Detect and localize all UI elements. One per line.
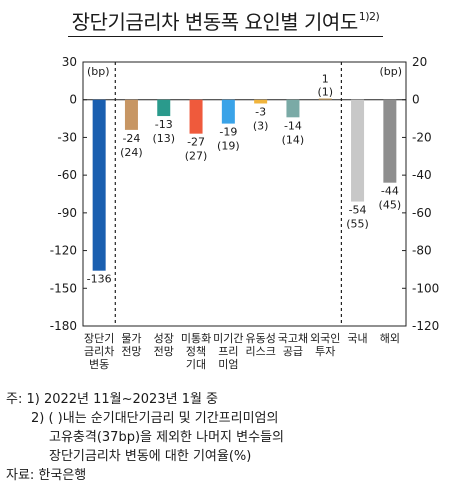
right-tick-label: -120 [412, 319, 439, 333]
category-label: 미기간 [213, 332, 243, 345]
bar-value-label: -27 [187, 136, 205, 149]
bar-chart: 30 0 -30 -60 -90 -120 -150 -180 20 0 -20 -40 -60 -80 -… [50, 55, 439, 371]
bar [383, 99, 397, 183]
bar-value-label: -24 [122, 132, 140, 145]
left-tick-label: -60 [57, 168, 77, 182]
category-label: 미엄 [218, 358, 238, 371]
chart-title-footnote: 1)2) [358, 10, 380, 23]
category-label: 변동 [89, 358, 109, 371]
chart-title: 장단기금리차 변동폭 요인별 기여도1)2) [67, 4, 384, 37]
right-tick-label: -100 [412, 281, 439, 295]
plot-frame [82, 61, 407, 327]
bar-value-label: -14 [284, 119, 302, 132]
bar-share-label: (55) [346, 218, 369, 231]
bar [286, 99, 300, 118]
bar-share-label: (24) [120, 146, 143, 159]
category-label: 유동성 [245, 332, 275, 345]
bar-share-label: (1) [317, 85, 333, 98]
bar-value-label: -3 [255, 105, 266, 118]
bar-share-label: (45) [379, 199, 402, 212]
bar-value-label: -13 [155, 118, 173, 131]
bar-value-label: 1 [322, 72, 329, 85]
category-label: 투자 [315, 345, 335, 358]
category-label: 기대 [186, 358, 206, 371]
right-tick-label: -20 [412, 130, 432, 144]
bar [351, 99, 365, 202]
category-label: 미통화 [181, 332, 211, 345]
bar [92, 99, 106, 271]
category-label: 전망 [121, 345, 141, 358]
left-tick-label: -180 [50, 319, 77, 333]
category-label: 리스크 [245, 345, 275, 358]
category-label: 전망 [154, 345, 174, 358]
note-2a: 2) ( )내는 순기대단기금리 및 기간프리미엄의 [31, 411, 279, 426]
left-tick-label: -150 [50, 281, 77, 295]
bar [189, 99, 203, 134]
bar-share-label: (19) [217, 140, 240, 153]
left-tick-label: -30 [57, 130, 77, 144]
right-tick-label: -80 [412, 244, 432, 258]
bar [157, 99, 171, 117]
source-note: 자료: 한국은행 [6, 468, 87, 483]
left-axis-unit: (bp) [87, 65, 110, 78]
bar [124, 99, 138, 130]
bar-value-label: -54 [349, 204, 367, 217]
bar-share-label: (3) [253, 119, 269, 132]
category-label: 해외 [380, 331, 400, 345]
note-2c: 장단기금리차 변동에 대한 기여율(%) [49, 449, 252, 464]
category-label: 국내 [347, 332, 367, 345]
bar [254, 99, 268, 104]
category-label: 국고채 [278, 332, 308, 345]
category-label: 물가 [121, 332, 141, 345]
left-tick-label: -120 [50, 244, 77, 258]
category-label: 장단기 [84, 332, 114, 345]
bar [318, 98, 332, 100]
category-label: 외국인 [310, 332, 340, 345]
category-label: 성장 [154, 332, 174, 345]
right-tick-label: -40 [412, 168, 432, 182]
title-container: 장단기금리차 변동폭 요인별 기여도1)2) [0, 4, 451, 37]
bar-share-label: (27) [185, 150, 208, 163]
left-tick-label: 30 [62, 55, 77, 69]
right-tick-label: 20 [412, 55, 427, 69]
bar-value-label: -136 [87, 273, 112, 286]
left-tick-label: 0 [69, 93, 77, 107]
bar-share-label: (13) [152, 132, 175, 145]
note-2b: 고유충격(37bp)을 제외한 나머지 변수들의 [49, 430, 284, 445]
bar-share-label: (14) [282, 133, 305, 146]
category-label: 정책 [186, 345, 206, 358]
right-tick-label: -60 [412, 206, 432, 220]
right-tick-label: 0 [412, 93, 420, 107]
chart-title-text: 장단기금리차 변동폭 요인별 기여도 [71, 10, 359, 34]
left-tick-label: -90 [57, 206, 77, 220]
category-label: 공급 [283, 345, 303, 358]
note-1: 주: 1) 2022년 11월~2023년 1월 중 [6, 392, 219, 407]
bar [221, 99, 235, 124]
bar-value-label: -44 [381, 185, 399, 198]
right-axis-unit: (bp) [379, 65, 402, 78]
category-label: 금리차 [84, 345, 114, 358]
category-label: 프리 [218, 345, 238, 358]
bar-value-label: -19 [219, 126, 237, 139]
